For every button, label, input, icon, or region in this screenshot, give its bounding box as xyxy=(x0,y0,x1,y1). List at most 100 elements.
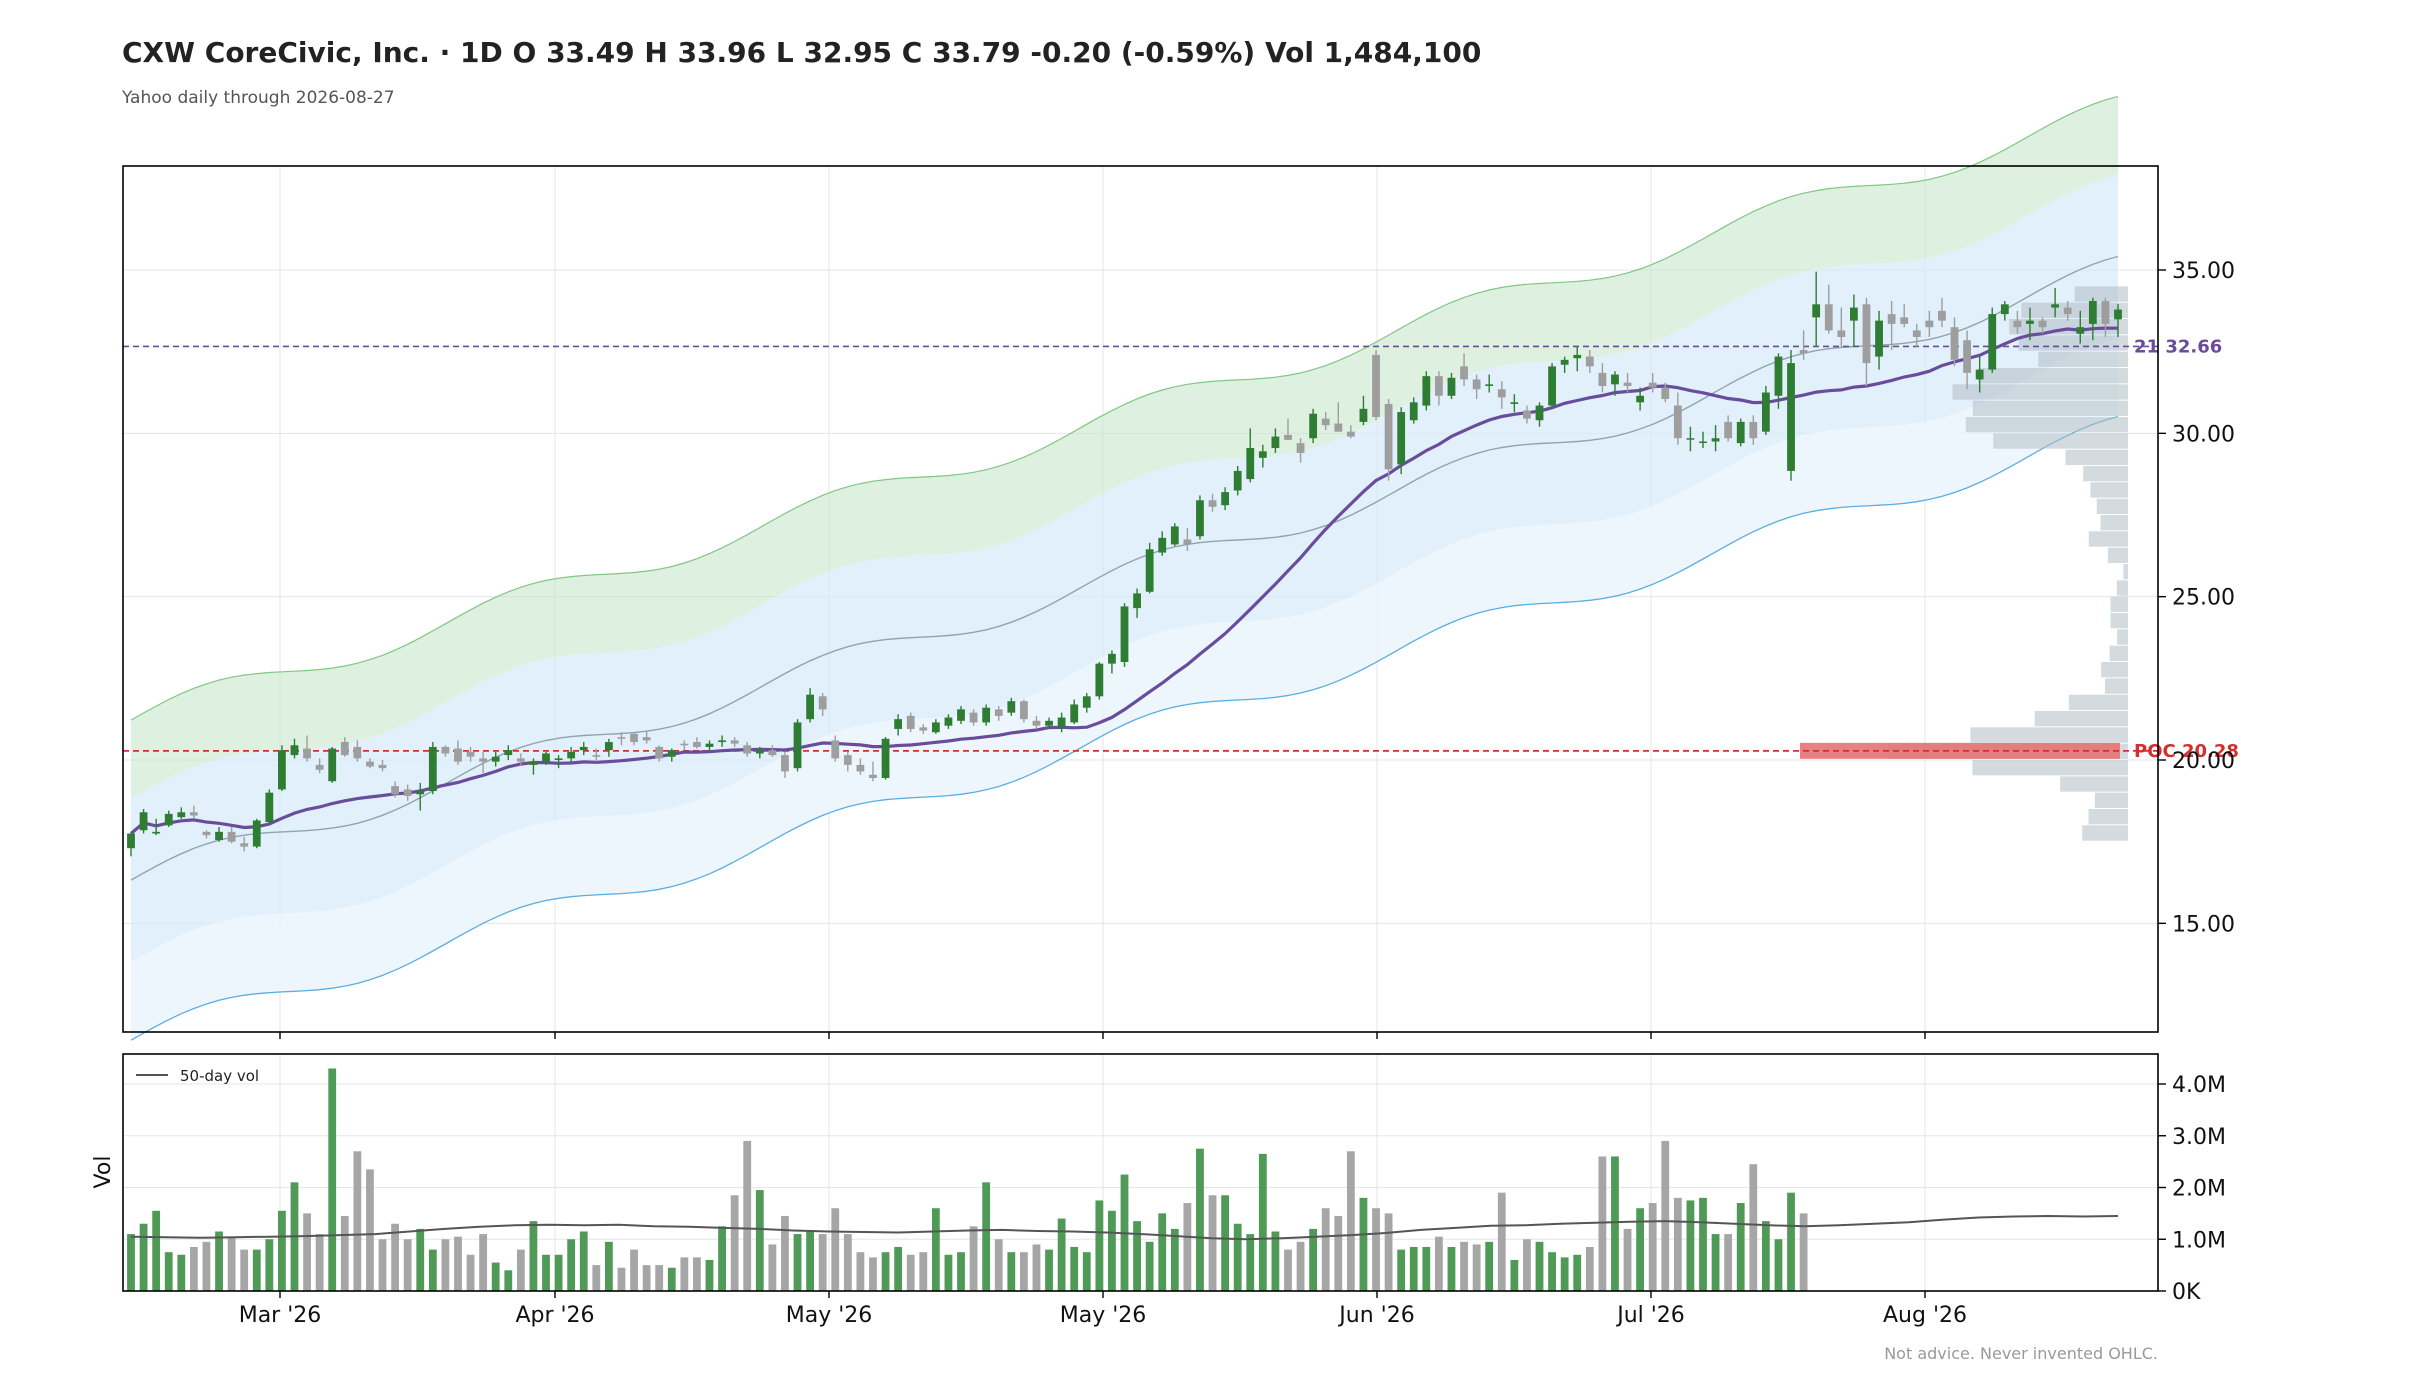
candle-body xyxy=(1372,354,1380,417)
candle-body xyxy=(1422,376,1431,406)
volume-bar xyxy=(1799,1213,1808,1291)
candle-body xyxy=(2000,304,2009,315)
candle-body xyxy=(252,820,261,847)
candle-body xyxy=(127,833,135,849)
volume-bar xyxy=(567,1239,576,1291)
candle-body xyxy=(554,758,563,760)
volume-bar xyxy=(705,1259,714,1291)
volume-bar xyxy=(944,1254,953,1291)
profile-bar xyxy=(2034,711,2128,727)
candle-body xyxy=(730,740,739,744)
candle-body xyxy=(1938,310,1946,321)
candle-body xyxy=(931,722,940,733)
vol-tick-label: 4.0M xyxy=(2172,1073,2226,1098)
candle-body xyxy=(2101,301,2110,324)
volume-bar xyxy=(1422,1247,1431,1291)
candle-body xyxy=(944,717,953,726)
candle-body xyxy=(1183,539,1192,545)
candle-body xyxy=(428,746,437,792)
candle-body xyxy=(919,727,928,731)
ma-ref-label: 21 32.66 xyxy=(2134,336,2222,357)
vol-tick-label: 1.0M xyxy=(2172,1228,2226,1253)
candle-body xyxy=(479,758,488,762)
volume-bar xyxy=(1321,1208,1330,1291)
volume-bar xyxy=(1057,1218,1066,1291)
volume-bar xyxy=(856,1252,865,1291)
volume-bar xyxy=(391,1223,399,1291)
profile-bar xyxy=(1952,384,2128,400)
volume-bar xyxy=(655,1265,664,1291)
mid-band-fill xyxy=(131,174,2118,962)
volume-bar xyxy=(1409,1247,1418,1291)
candle-body xyxy=(1497,389,1506,398)
candle-body xyxy=(1535,405,1544,421)
volume-bar xyxy=(1761,1221,1770,1291)
profile-bar xyxy=(2090,482,2128,498)
price-tick-label: 20.00 xyxy=(2172,749,2235,774)
vol-tick-label: 2.0M xyxy=(2172,1177,2226,1202)
profile-bar xyxy=(2123,564,2128,580)
volume-bar xyxy=(1170,1228,1179,1291)
x-tick-label: Jul '26 xyxy=(1615,1303,1685,1328)
volume-bar xyxy=(127,1234,135,1291)
candle-body xyxy=(1787,363,1795,471)
candle-body xyxy=(579,746,588,751)
volume-bar xyxy=(1485,1241,1494,1291)
price-tick-label: 15.00 xyxy=(2172,912,2235,937)
candle-body xyxy=(504,750,513,756)
candle-body xyxy=(957,709,965,721)
chart-title: CXW CoreCivic, Inc. · 1D O 33.49 H 33.96… xyxy=(122,36,1481,69)
candle-body xyxy=(2026,320,2034,324)
profile-bar xyxy=(2021,302,2128,318)
price-panel: 21 32.66 POC 20.28 15.00 20.00 25.00 30.00 35… xyxy=(122,95,2239,1041)
candle-body xyxy=(529,761,538,765)
profile-bar xyxy=(2083,466,2128,482)
candle-body xyxy=(177,812,186,818)
vol-tick-label: 0K xyxy=(2172,1280,2201,1305)
profile-bar xyxy=(1978,368,2128,384)
volume-panel: 0K 1.0M 2.0M 3.0M 4.0M Mar '26 Apr '26 May '26… xyxy=(91,1053,2226,1328)
volume-bar xyxy=(1548,1252,1556,1291)
volume-bar xyxy=(1082,1252,1091,1291)
profile-bar xyxy=(2096,498,2128,514)
candle-body xyxy=(1975,369,1984,380)
candle-body xyxy=(1447,377,1456,396)
candle-body xyxy=(1611,374,1619,385)
candle-body xyxy=(1296,443,1305,453)
legend-label: 50-day vol xyxy=(180,1067,259,1085)
candle-body xyxy=(1007,701,1016,713)
profile-bar xyxy=(1965,417,2128,433)
volume-bar xyxy=(919,1252,928,1291)
volume-bar xyxy=(906,1254,915,1291)
vol-tick-label: 3.0M xyxy=(2172,1125,2226,1150)
candle-body xyxy=(1170,526,1179,545)
volume-bar xyxy=(403,1239,412,1291)
candle-body xyxy=(215,831,223,841)
price-y-ticks: 15.00 20.00 25.00 30.00 35.00 xyxy=(2158,259,2235,937)
volume-bar xyxy=(1611,1156,1619,1291)
candle-body xyxy=(642,737,651,741)
volume-bar xyxy=(1560,1257,1569,1291)
candle-body xyxy=(1774,356,1783,396)
candle-body xyxy=(1460,366,1468,380)
volume-bar xyxy=(869,1257,877,1291)
volume-bar xyxy=(529,1221,538,1291)
volume-bar xyxy=(1246,1234,1255,1291)
candle-body xyxy=(781,755,789,772)
upper-band-fill xyxy=(131,96,2118,799)
candle-body xyxy=(1799,350,1808,354)
candle-body xyxy=(1598,372,1607,386)
candle-body xyxy=(1019,701,1028,720)
volume-bar xyxy=(139,1223,148,1291)
candle-body xyxy=(202,831,211,836)
price-x-tickmarks xyxy=(279,1032,1926,1039)
volume-bar xyxy=(994,1239,1003,1291)
volume-bar xyxy=(491,1262,500,1291)
volume-bar xyxy=(1673,1197,1682,1291)
volume-bar xyxy=(1736,1203,1745,1291)
candle-body xyxy=(881,738,890,778)
volume-bar xyxy=(1384,1213,1393,1291)
volume-bar xyxy=(1032,1244,1041,1291)
volume-bar xyxy=(328,1068,337,1291)
volume-bar xyxy=(831,1208,840,1291)
